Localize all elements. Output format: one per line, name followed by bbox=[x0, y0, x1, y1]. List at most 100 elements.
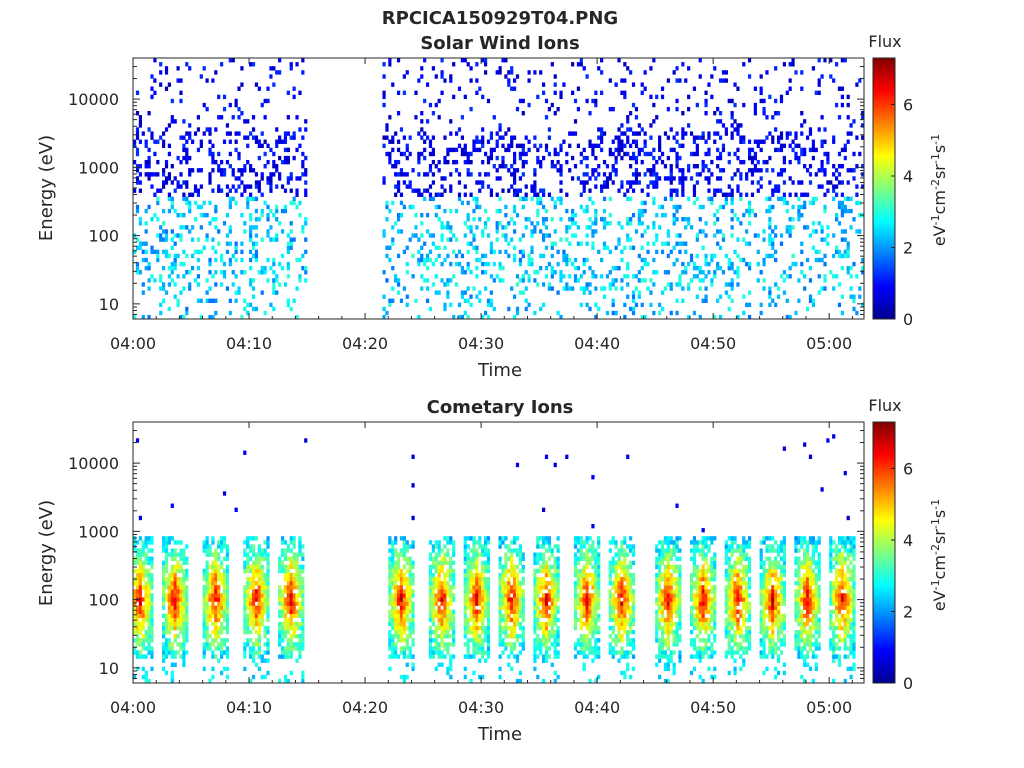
spectrogram-cell bbox=[553, 642, 557, 647]
spectrogram-cell bbox=[750, 155, 755, 161]
spectrogram-cell bbox=[202, 634, 206, 639]
spectrogram-cell bbox=[797, 278, 801, 283]
spectrogram-cell bbox=[408, 585, 412, 590]
spectrogram-cell bbox=[481, 564, 485, 570]
spectrogram-cell bbox=[150, 576, 154, 582]
spectrogram-cell bbox=[286, 274, 290, 279]
spectrogram-cell bbox=[214, 613, 218, 619]
spectrogram-cell bbox=[753, 102, 757, 108]
spectrogram-cell bbox=[286, 638, 290, 643]
spectrogram-cell bbox=[440, 642, 444, 647]
spectrogram-cell bbox=[141, 654, 145, 659]
spectrogram-cell bbox=[257, 155, 261, 161]
spectrogram-cell bbox=[489, 155, 493, 161]
spectrogram-cell bbox=[745, 241, 749, 246]
spectrogram-cell bbox=[733, 127, 737, 132]
spectrogram-cell bbox=[840, 94, 844, 100]
spectrogram-cell bbox=[234, 98, 238, 104]
spectrogram-cell bbox=[634, 155, 639, 161]
spectrogram-cell bbox=[466, 249, 470, 255]
spectrogram-cell bbox=[434, 597, 438, 602]
spectrogram-cell bbox=[681, 62, 685, 67]
spectrogram-cell bbox=[475, 629, 479, 635]
spectrogram-cell bbox=[658, 302, 662, 308]
spectrogram-cell bbox=[295, 286, 299, 291]
spectrogram-cell bbox=[710, 94, 714, 100]
spectrogram-cell bbox=[228, 261, 232, 267]
spectrogram-cell bbox=[800, 180, 804, 185]
spectrogram-cell bbox=[150, 666, 154, 672]
colorbar-tick-label: 0 bbox=[903, 310, 913, 329]
spectrogram-cell bbox=[614, 159, 618, 165]
spectrogram-cell bbox=[553, 164, 557, 169]
spectrogram-cell bbox=[257, 544, 261, 549]
spectrogram-cell bbox=[420, 245, 424, 250]
spectrogram-cell bbox=[173, 568, 177, 574]
spectrogram-cell bbox=[162, 180, 166, 185]
spectrogram-cell bbox=[176, 564, 180, 570]
spectrogram-cell bbox=[484, 58, 488, 63]
spectrogram-cell bbox=[437, 609, 441, 614]
spectrogram-cell bbox=[481, 135, 485, 140]
spectrogram-cell bbox=[704, 111, 708, 116]
spectrogram-cell bbox=[785, 298, 789, 303]
spectrogram-cell bbox=[185, 131, 189, 136]
spectrogram-cell bbox=[144, 609, 148, 614]
spectrogram-cell bbox=[501, 642, 505, 647]
spectrogram-cell bbox=[301, 556, 305, 561]
spectrogram-cell bbox=[594, 212, 598, 218]
spectrogram-cell bbox=[591, 221, 595, 226]
spectrogram-cell bbox=[185, 139, 189, 144]
spectrogram-cell bbox=[199, 212, 203, 218]
spectrogram-cell bbox=[153, 278, 157, 283]
spectrogram-cell bbox=[504, 552, 508, 557]
spectrogram-cell bbox=[272, 66, 276, 71]
spectrogram-cell bbox=[249, 654, 253, 659]
spectrogram-cell bbox=[475, 552, 479, 557]
spectrogram-cell bbox=[231, 168, 235, 173]
spectrogram-cell bbox=[292, 552, 296, 557]
spectrogram-cell bbox=[550, 634, 554, 639]
spectrogram-cell bbox=[196, 265, 201, 271]
spectrogram-cell bbox=[144, 572, 148, 578]
spectrogram-cell bbox=[147, 568, 151, 574]
spectrogram-cell bbox=[263, 601, 267, 606]
spectrogram-cell bbox=[443, 581, 447, 586]
spectrogram-cell bbox=[785, 90, 789, 96]
spectrogram-cell bbox=[278, 70, 282, 75]
spectrogram-cell bbox=[817, 78, 821, 83]
spectrogram-cell bbox=[304, 217, 308, 222]
spectrogram-cell bbox=[150, 654, 154, 659]
spectrogram-cell bbox=[246, 625, 250, 631]
spectrogram-cell bbox=[443, 646, 447, 651]
spectrogram-cell bbox=[185, 585, 189, 590]
spectrogram-cell bbox=[716, 265, 720, 271]
spectrogram-cell bbox=[843, 208, 847, 214]
spectrogram-cell bbox=[417, 192, 421, 197]
spectrogram-cell bbox=[272, 270, 276, 275]
spectrogram-cell bbox=[135, 654, 140, 659]
spectrogram-cell bbox=[425, 278, 430, 283]
spectrogram-cell bbox=[191, 168, 195, 173]
spectrogram-cell bbox=[681, 131, 685, 136]
spectrogram-cell bbox=[147, 625, 151, 631]
spectrogram-cell bbox=[756, 278, 760, 283]
spectrogram-cell bbox=[727, 306, 731, 312]
spectrogram-cell bbox=[486, 634, 491, 639]
spectrogram-cell bbox=[205, 621, 209, 627]
spectrogram-cell bbox=[498, 593, 502, 598]
spectrogram-cell bbox=[156, 257, 160, 263]
spectrogram-cell bbox=[191, 225, 195, 230]
spectrogram-cell bbox=[823, 192, 827, 197]
spectrogram-cell bbox=[263, 164, 267, 169]
spectrogram-cell bbox=[704, 164, 708, 169]
spectrogram-cell bbox=[167, 601, 172, 606]
spectrogram-cell bbox=[469, 560, 473, 566]
spectrogram-cell bbox=[269, 208, 273, 214]
spectrogram-cell bbox=[843, 58, 847, 63]
spectrogram-cell bbox=[611, 278, 615, 283]
spectrogram-cell bbox=[399, 589, 404, 594]
spectrogram-cell bbox=[434, 204, 438, 210]
spectrogram-cell bbox=[246, 597, 250, 602]
spectrogram-cell bbox=[469, 106, 473, 112]
